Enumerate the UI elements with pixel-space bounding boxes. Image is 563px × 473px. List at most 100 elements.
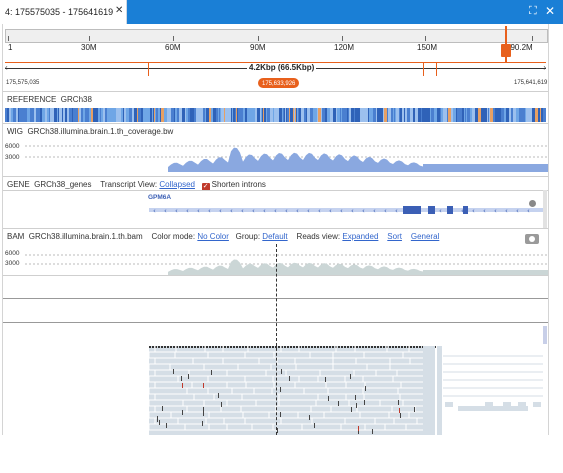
base-mark [91, 108, 93, 122]
base-mark [496, 108, 498, 122]
base-mark [186, 108, 188, 122]
bam-reads-pileup[interactable] [3, 322, 548, 435]
checkbox-checked-icon[interactable]: ✓ [201, 183, 210, 191]
base-mark [362, 108, 365, 122]
base-mark [349, 108, 351, 122]
base-mark [188, 108, 190, 122]
mismatch-mark [182, 383, 183, 388]
ruler-tick [89, 36, 90, 41]
strand-arrow: ‹ [472, 207, 475, 215]
base-mark [296, 108, 297, 122]
strand-arrow: ‹ [230, 207, 233, 215]
base-mark [206, 108, 209, 122]
region-span-bar[interactable]: ‹ › 4.2Kbp (66.5Kbp) [5, 63, 546, 72]
reference-genome: GRCh38 [60, 95, 92, 104]
ruler-ticks: 1 30M 60M 90M 120M 150M 190.2M [5, 36, 546, 58]
reads-scrollbar[interactable] [543, 326, 547, 344]
base-mark [27, 108, 30, 122]
read-segment [533, 402, 541, 407]
close-icon[interactable]: ✕ [115, 5, 124, 16]
base-mark [231, 108, 232, 122]
base-mark [489, 108, 490, 122]
gene-model[interactable]: ‹‹‹‹‹‹‹‹‹‹‹‹‹‹‹‹‹‹‹‹‹‹‹‹‹‹‹‹‹‹‹‹‹‹‹ [3, 203, 548, 217]
transcript-view-collapsed-link[interactable]: Collapsed [159, 180, 195, 189]
base-mark [465, 108, 466, 122]
ruler-tick [8, 36, 9, 41]
base-mark [472, 108, 475, 122]
base-mark [501, 108, 504, 122]
base-mark [153, 108, 154, 122]
base-mark [451, 108, 453, 122]
mismatch-mark [173, 369, 174, 374]
base-mark [376, 108, 377, 122]
chromosome-ruler[interactable] [5, 29, 548, 43]
span-boundary-line [5, 62, 546, 63]
mismatch-mark [400, 413, 401, 418]
mismatch-mark [399, 408, 400, 413]
vertical-scrollbar[interactable] [543, 190, 547, 228]
gene-name[interactable]: GPM6A [148, 194, 172, 201]
mismatch-mark [372, 429, 373, 434]
base-mark [18, 108, 19, 122]
read-segment [503, 402, 511, 407]
base-mark [175, 108, 177, 122]
base-mark [105, 108, 107, 122]
camera-icon[interactable] [525, 234, 539, 244]
maximize-icon[interactable]: ⛶ [529, 5, 537, 17]
base-mark [464, 108, 465, 122]
color-mode-link[interactable]: No Color [197, 232, 229, 241]
base-mark [121, 108, 123, 122]
mismatch-mark [325, 377, 326, 382]
base-mark [194, 108, 196, 122]
wig-coverage-plot[interactable] [3, 138, 548, 176]
ruler-tick-label: 150M [417, 43, 438, 52]
ruler-tick [532, 36, 533, 41]
base-mark [389, 108, 391, 122]
exon-block [447, 206, 453, 214]
strand-arrow: ‹ [186, 207, 189, 215]
sort-link[interactable]: Sort [387, 232, 402, 241]
strand-arrow: ‹ [318, 207, 321, 215]
base-mark [25, 108, 27, 122]
base-mark [252, 108, 255, 122]
base-mark [418, 108, 419, 122]
base-mark [22, 108, 25, 122]
base-mark [513, 108, 516, 122]
base-mark [102, 108, 103, 122]
base-mark [49, 108, 50, 122]
strand-arrow: ‹ [527, 207, 530, 215]
gene-body [149, 208, 543, 212]
base-mark [519, 108, 522, 122]
coord-start: 175,575,035 [6, 80, 40, 86]
base-mark [98, 108, 100, 122]
base-mark [307, 108, 310, 122]
base-mark [415, 108, 418, 122]
base-mark [73, 108, 75, 122]
base-mark [484, 108, 487, 122]
reads-view-link[interactable]: Expanded [342, 232, 379, 241]
mismatch-mark [365, 386, 366, 391]
base-mark [72, 108, 73, 122]
base-mark [373, 108, 375, 122]
tab-genome-view[interactable]: 4: 175575035 - 175641619 ✕ [0, 0, 127, 24]
base-mark [14, 108, 16, 122]
strand-arrow: ‹ [340, 207, 343, 215]
mismatch-mark [356, 403, 357, 408]
group-link[interactable]: Default [262, 232, 288, 241]
base-mark [333, 108, 336, 122]
empty-area [0, 435, 563, 473]
strand-arrow: ‹ [329, 207, 332, 215]
base-mark [348, 108, 349, 122]
base-mark [62, 108, 63, 122]
coord-center-badge[interactable]: 175,633,926 [258, 78, 300, 88]
location-pin-icon[interactable] [529, 200, 536, 207]
base-mark [297, 108, 298, 122]
window-close-icon[interactable]: ✕ [545, 4, 556, 18]
base-mark [380, 108, 383, 122]
base-mark [261, 108, 262, 122]
center-guide-line [276, 244, 277, 435]
coord-center: 175,633,926 [262, 81, 296, 87]
bam-coverage-plot[interactable] [3, 246, 548, 276]
base-mark [375, 108, 376, 122]
general-link[interactable]: General [410, 232, 440, 241]
